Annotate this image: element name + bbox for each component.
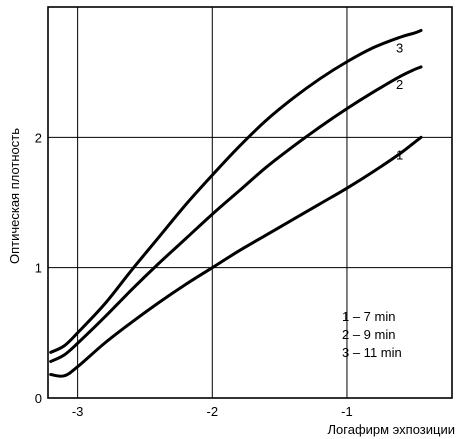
y-tick-label: 0 [35,391,42,406]
plot-frame [47,6,453,399]
x-tick-label: -2 [207,404,219,419]
curve-series-3 [49,28,423,354]
x-axis-label: Логафирм эхпозиции [328,422,456,437]
legend: 1 – 7 min 2 – 9 min 3 – 11 min [342,309,402,360]
x-tick-label: -1 [341,404,353,419]
legend-entry-3: 3 – 11 min [342,345,402,360]
curve-label-2: 2 [396,77,403,92]
legend-entry-1: 1 – 7 min [342,309,395,324]
y-axis-label: Оптическая плотность [7,128,22,264]
legend-entry-2: 2 – 9 min [342,327,395,342]
curve-label-3: 3 [396,40,403,55]
x-tick-labels: -3 -2 -1 [72,404,353,419]
y-tick-labels: 0 1 2 [35,130,42,406]
curve-labels: 1 2 3 [396,40,403,162]
curve-label-1: 1 [396,147,403,162]
y-tick-label: 1 [35,261,42,276]
y-tick-label: 2 [35,130,42,145]
curve-series-1 [49,135,423,378]
curve-series-2 [49,65,423,364]
curves [49,28,423,378]
x-tick-label: -3 [72,404,84,419]
